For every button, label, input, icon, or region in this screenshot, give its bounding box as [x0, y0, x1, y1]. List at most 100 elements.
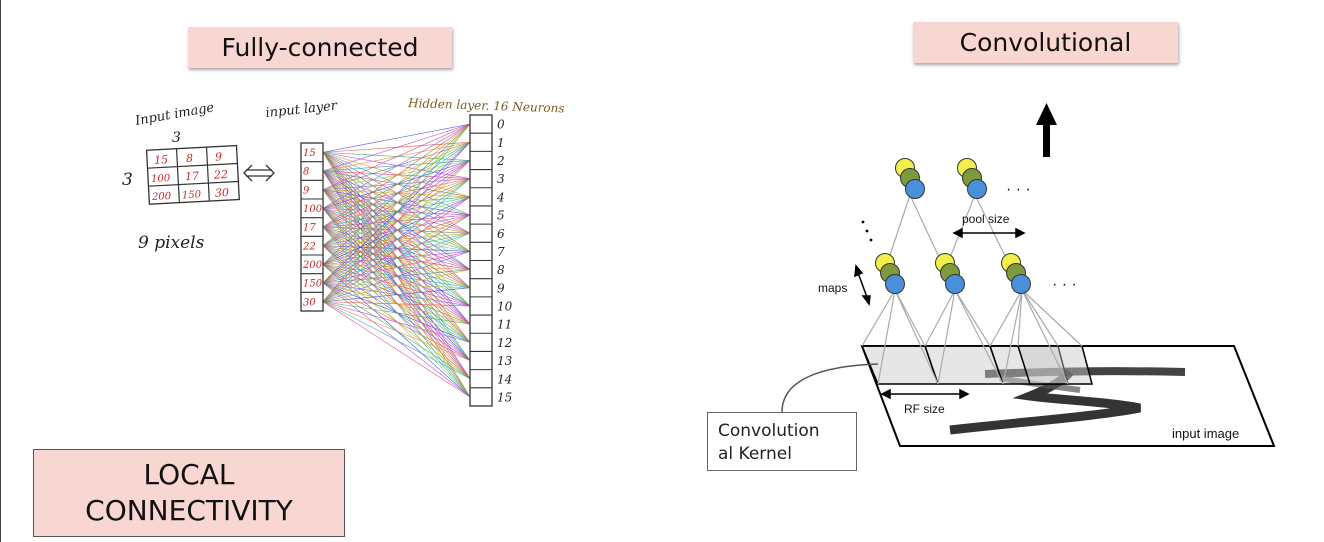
neuron-stacks: [875, 158, 1031, 294]
hidden-neuron-index: 10: [497, 300, 513, 314]
fc-connection: [322, 178, 471, 302]
fc-connection: [322, 301, 471, 343]
kernel-label-line2: al Kernel: [718, 444, 792, 464]
fc-connection: [322, 123, 471, 265]
input-layer-value: 200: [302, 260, 323, 271]
hidden-neuron-index: 8: [497, 263, 505, 277]
fc-connection: [322, 232, 471, 302]
vertical-ellipsis-icon: [861, 220, 873, 242]
local-connectivity-box: LOCAL CONNECTIVITY: [33, 449, 345, 537]
input-layer-cells: 15 8 9 100 17 22 200 150 30: [301, 148, 323, 308]
receptive-field-boxes: [860, 345, 1093, 385]
ellipsis-bottom: · · ·: [1052, 276, 1077, 293]
fc-connection: [322, 214, 471, 302]
fc-connection-lines: [322, 123, 471, 398]
rf-size-arrow-icon: [880, 388, 970, 400]
pool-size-arrow-icon: [952, 227, 1026, 239]
hidden-neuron-index: 3: [497, 172, 505, 186]
pool-size-label: pool size: [962, 212, 1010, 226]
fc-connection: [322, 123, 471, 153]
neuron-blue: [885, 274, 905, 294]
fc-connection: [322, 123, 471, 228]
fully-connected-title: Fully-connected: [188, 27, 452, 68]
input-layer-value: 100: [303, 204, 323, 215]
grid-cell: 100: [151, 173, 171, 185]
fc-connection: [322, 301, 471, 398]
input-image-label: Input image: [133, 100, 215, 129]
fc-connection: [322, 123, 471, 209]
input-layer-value: 30: [303, 297, 316, 308]
convolutional-title: Convolutional: [913, 22, 1178, 63]
fc-connection: [322, 287, 471, 303]
fc-connection: [322, 251, 471, 302]
neuron-blue: [945, 274, 965, 294]
hidden-neuron-index: 6: [497, 227, 505, 241]
input-layer-label: input layer: [265, 98, 339, 120]
hidden-neuron-index: 12: [497, 336, 512, 350]
page-left-border: [0, 0, 1, 542]
maps-label: maps: [818, 281, 847, 295]
fc-connection: [322, 142, 471, 302]
convolutional-title-text: Convolutional: [959, 28, 1132, 57]
hidden-neuron-index: 11: [497, 318, 512, 332]
neuron-blue: [1011, 274, 1031, 294]
input-layer-column: [300, 142, 324, 312]
rf-connection-lines: [861, 194, 1083, 385]
fc-connection: [322, 301, 471, 325]
pixels-label: 9 pixels: [138, 233, 205, 253]
hidden-neuron-index: 1: [497, 136, 505, 150]
grid-cell: 200: [151, 191, 172, 203]
grid-cell: 17: [185, 170, 200, 184]
fc-connection: [322, 123, 471, 190]
grid-cell: 22: [213, 168, 229, 182]
fc-connection: [322, 123, 471, 172]
convolutional-kernel-box: Convolution al Kernel: [707, 412, 857, 471]
rf-size-label: RF size: [904, 402, 945, 416]
conv-input-image-label: input image: [1172, 426, 1239, 441]
fc-connection: [322, 301, 471, 307]
fc-connection: [322, 196, 471, 302]
grid-cell: 150: [182, 189, 202, 201]
local-connectivity-line1: LOCAL: [143, 458, 235, 491]
fc-connection: [322, 123, 471, 246]
hidden-neuron-index: 9: [497, 281, 505, 295]
grid-top-label: 3: [172, 130, 181, 146]
hidden-neuron-index: 4: [496, 190, 505, 204]
hidden-layer-label: Hidden layer. 16 Neurons: [407, 96, 565, 115]
neuron-blue: [905, 179, 925, 199]
hidden-neuron-index: 0: [497, 118, 505, 132]
hidden-neuron-index: 13: [497, 354, 513, 368]
fully-connected-title-text: Fully-connected: [221, 33, 419, 62]
kernel-connector-line: [781, 363, 879, 413]
grid-cell: 15: [154, 153, 169, 167]
fc-connection: [322, 269, 471, 303]
grid-cell: 9: [215, 150, 223, 163]
input-layer-value: 9: [303, 185, 310, 196]
neuron-blue: [967, 179, 987, 199]
input-image-grid: 15 8 9 100 17 22 200 150 30: [145, 144, 240, 205]
hidden-neuron-index: 14: [497, 372, 512, 386]
fc-connection: [322, 301, 471, 380]
input-layer-value: 22: [302, 241, 316, 252]
fc-connection: [322, 123, 471, 284]
double-arrow-icon: [243, 164, 275, 182]
grid-cell: 30: [215, 186, 230, 200]
local-connectivity-line2: CONNECTIVITY: [85, 494, 293, 527]
kernel-label-line1: Convolution: [718, 421, 820, 441]
hidden-neuron-index: 5: [497, 209, 505, 223]
grid-cell: 8: [186, 152, 194, 165]
ellipsis-top: · · ·: [1006, 181, 1031, 198]
input-layer-value: 17: [303, 223, 316, 234]
input-layer-value: 15: [303, 148, 316, 159]
maps-arrow-icon: [854, 264, 871, 306]
hidden-neuron-index: 7: [497, 245, 505, 259]
up-arrow-icon: [1036, 103, 1057, 157]
fc-connection: [322, 123, 471, 302]
fc-connection: [322, 160, 471, 302]
grid-side-label: 3: [122, 170, 133, 190]
fc-connection: [322, 301, 471, 361]
input-layer-value: 150: [303, 279, 323, 290]
hidden-neuron-index: 2: [496, 154, 505, 168]
